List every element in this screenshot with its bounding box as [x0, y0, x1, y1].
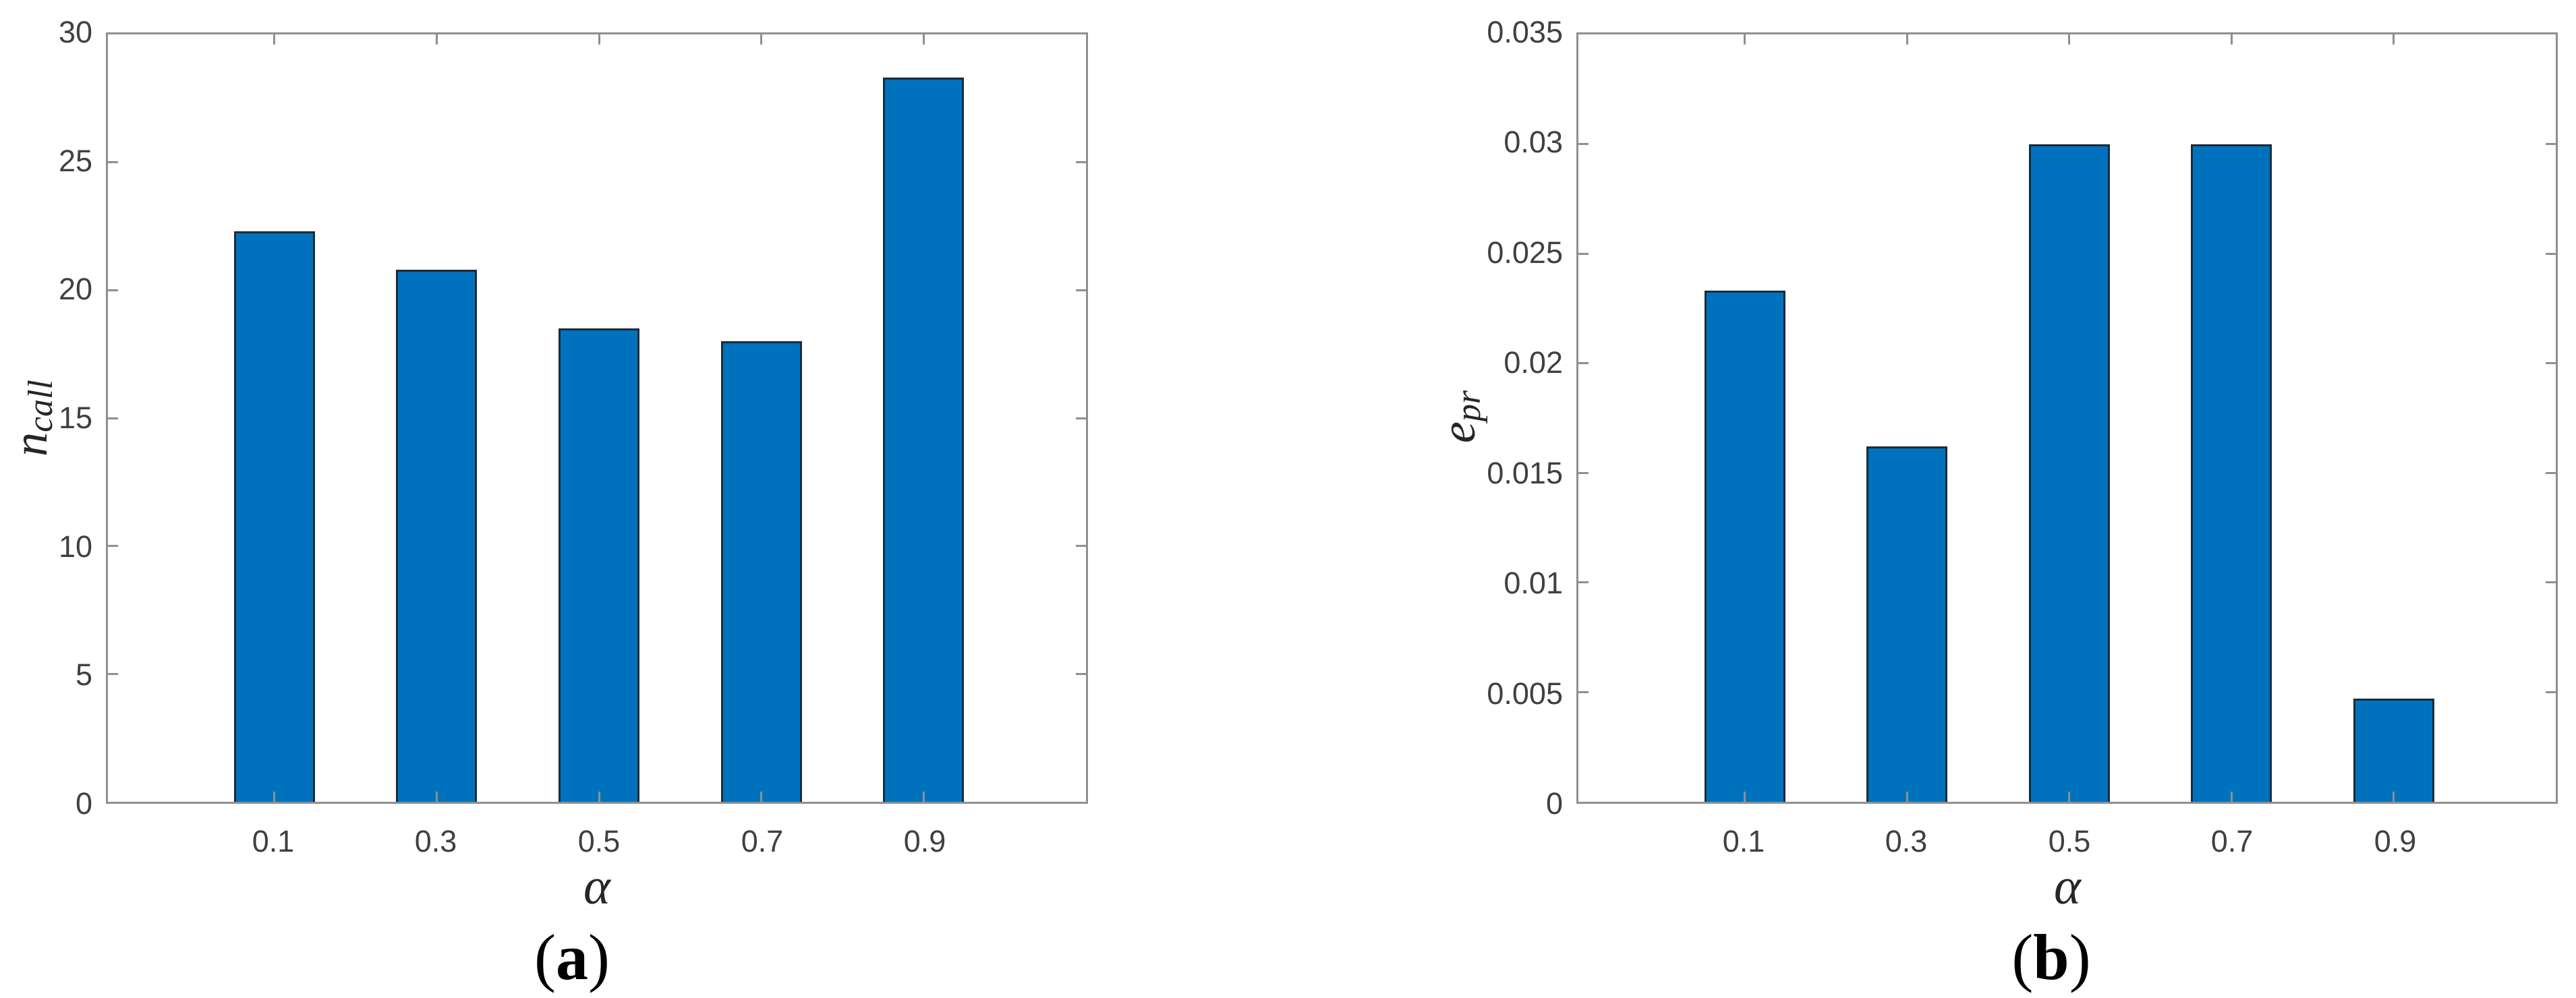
- y-tick-mark: [1076, 289, 1086, 291]
- y-tick-label: 15: [58, 401, 92, 435]
- y-tick-mark: [1578, 362, 1588, 364]
- x-tick-label: 0.5: [2048, 824, 2091, 858]
- y-axis-label-b-base: e: [1431, 421, 1485, 444]
- y-tick-mark: [1076, 161, 1086, 163]
- y-tick-mark: [2546, 362, 2556, 364]
- x-tick-mark: [2231, 34, 2233, 45]
- y-tick-mark: [108, 417, 118, 419]
- x-tick-mark: [2393, 792, 2395, 802]
- y-tick-label: 0.005: [1487, 676, 1563, 711]
- x-tick-mark: [923, 34, 925, 45]
- x-tick-label: 0.1: [1722, 824, 1765, 858]
- plot-area-b: [1576, 32, 2558, 804]
- y-tick-mark: [108, 161, 118, 163]
- y-tick-label: 0.025: [1487, 235, 1563, 270]
- y-tick-label: 0: [75, 786, 92, 821]
- y-tick-label: 5: [75, 657, 92, 692]
- x-tick-label: 0.9: [2374, 824, 2417, 858]
- y-tick-label: 20: [58, 272, 92, 306]
- bar-b-0.7: [2191, 144, 2272, 802]
- x-tick-mark: [923, 792, 925, 802]
- y-axis-label-a-base: n: [3, 432, 57, 457]
- x-tick-mark: [2068, 792, 2070, 802]
- x-tick-mark: [1906, 34, 1908, 45]
- y-tick-mark: [1076, 545, 1086, 547]
- y-tick-label: 10: [58, 529, 92, 564]
- y-tick-mark: [2546, 143, 2556, 145]
- y-tick-label: 0.01: [1504, 566, 1563, 600]
- y-tick-mark: [108, 545, 118, 547]
- caption-b-close-paren: ): [2069, 921, 2091, 993]
- x-tick-mark: [2068, 34, 2070, 45]
- x-axis-label-a: α: [583, 858, 610, 915]
- x-tick-mark: [1744, 34, 1746, 45]
- caption-a-close-paren: ): [588, 921, 610, 993]
- panel-caption-b: (b): [1916, 925, 2186, 990]
- y-tick-label: 0.02: [1504, 345, 1563, 380]
- x-tick-mark: [2231, 792, 2233, 802]
- panel-caption-a: (a): [437, 925, 707, 990]
- caption-a-letter: a: [556, 921, 588, 993]
- x-tick-label: 0.1: [252, 824, 295, 858]
- x-axis-label-b: α: [2054, 858, 2081, 915]
- x-tick-label: 0.3: [1885, 824, 1928, 858]
- x-tick-mark: [273, 792, 275, 802]
- y-tick-mark: [1076, 673, 1086, 675]
- y-tick-label: 0.035: [1487, 15, 1563, 49]
- x-tick-mark: [436, 34, 438, 45]
- x-tick-mark: [760, 34, 762, 45]
- y-tick-mark: [1578, 581, 1588, 583]
- x-tick-label: 0.7: [741, 824, 784, 858]
- caption-b-letter: b: [2033, 921, 2069, 993]
- caption-a-open-paren: (: [534, 921, 556, 993]
- x-tick-mark: [1906, 792, 1908, 802]
- plot-area-a: [106, 32, 1088, 804]
- y-tick-mark: [1076, 417, 1086, 419]
- y-tick-mark: [1578, 691, 1588, 693]
- y-tick-mark: [1578, 253, 1588, 255]
- y-tick-label: 25: [58, 144, 92, 178]
- y-tick-mark: [108, 673, 118, 675]
- bar-a-0.1: [234, 231, 315, 802]
- y-tick-mark: [1578, 472, 1588, 474]
- bar-b-0.9: [2353, 699, 2434, 802]
- x-tick-mark: [598, 792, 600, 802]
- x-tick-mark: [760, 792, 762, 802]
- x-tick-label: 0.3: [414, 824, 457, 858]
- y-tick-mark: [1578, 143, 1588, 145]
- y-tick-mark: [108, 289, 118, 291]
- bar-b-0.3: [1866, 446, 1947, 802]
- y-tick-label: 30: [58, 15, 92, 49]
- y-tick-mark: [2546, 472, 2556, 474]
- x-tick-mark: [273, 34, 275, 45]
- y-tick-mark: [2546, 253, 2556, 255]
- y-tick-label: 0.015: [1487, 456, 1563, 490]
- bar-b-0.5: [2029, 144, 2110, 802]
- bar-a-0.7: [721, 341, 802, 802]
- y-tick-label: 0.03: [1504, 125, 1563, 159]
- bar-a-0.5: [559, 328, 639, 802]
- y-tick-mark: [2546, 581, 2556, 583]
- x-tick-label: 0.5: [577, 824, 621, 858]
- x-tick-mark: [598, 34, 600, 45]
- x-tick-label: 0.7: [2210, 824, 2254, 858]
- x-tick-mark: [436, 792, 438, 802]
- y-tick-mark: [2546, 691, 2556, 693]
- bar-b-0.1: [1705, 291, 1785, 802]
- y-axis-label-b: e pr: [1428, 214, 1489, 619]
- y-tick-label: 0: [1545, 786, 1563, 821]
- bar-a-0.3: [396, 270, 477, 802]
- x-tick-mark: [1744, 792, 1746, 802]
- x-tick-mark: [2393, 34, 2395, 45]
- caption-b-open-paren: (: [2011, 921, 2034, 993]
- y-axis-label-b-subscript: pr: [1450, 390, 1488, 422]
- bar-a-0.9: [883, 78, 964, 802]
- x-tick-label: 0.9: [903, 824, 946, 858]
